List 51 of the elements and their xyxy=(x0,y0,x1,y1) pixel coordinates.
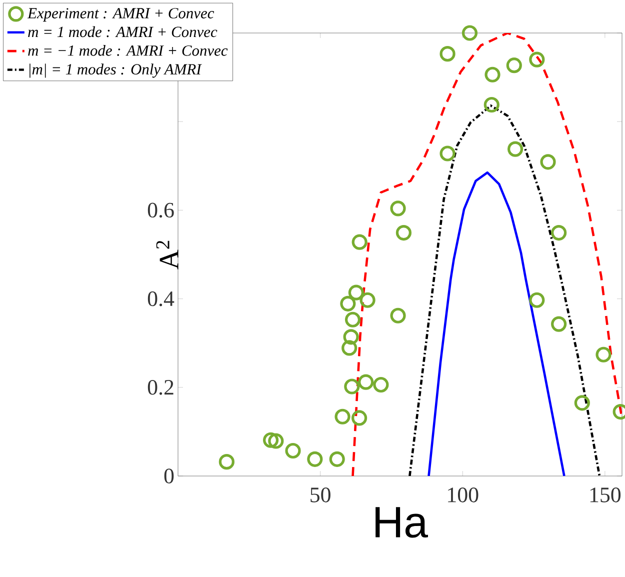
y-tick-label: 0.6 xyxy=(148,202,174,218)
point xyxy=(358,374,374,390)
point xyxy=(390,308,406,324)
y-axis-title: A$^{2}$ xyxy=(156,240,178,270)
point xyxy=(268,433,284,449)
point xyxy=(506,58,522,74)
legend-label: Experiment : AMRI + Convec xyxy=(27,8,214,22)
point xyxy=(218,454,234,470)
line-series xyxy=(428,171,566,476)
legend-label: m = −1 mode : AMRI + Convec xyxy=(28,44,228,56)
point xyxy=(390,200,406,216)
x-tick-label: 50 xyxy=(310,488,330,502)
point xyxy=(348,284,364,300)
point xyxy=(396,224,412,241)
point xyxy=(352,410,368,426)
x-axis-title: Ha xyxy=(376,507,428,538)
x-tick-label: 100 xyxy=(448,488,478,502)
point xyxy=(342,340,358,356)
point xyxy=(329,451,345,467)
point xyxy=(596,346,612,362)
point xyxy=(343,329,359,345)
point xyxy=(340,296,356,312)
point xyxy=(529,52,545,68)
point xyxy=(507,141,524,157)
point xyxy=(529,292,545,308)
point xyxy=(334,408,350,424)
point xyxy=(373,376,389,393)
y-tick-label: 0.4 xyxy=(148,291,174,306)
x-tick-label: 150 xyxy=(590,488,621,502)
point xyxy=(262,432,279,448)
y-tick-label: 0 xyxy=(164,468,174,484)
line-series xyxy=(408,104,601,476)
point xyxy=(551,224,567,241)
point xyxy=(551,316,567,332)
point xyxy=(344,378,360,394)
point xyxy=(540,154,556,170)
point xyxy=(344,312,361,328)
point xyxy=(462,25,478,41)
point xyxy=(440,46,456,62)
point xyxy=(484,66,500,82)
line-series xyxy=(352,32,622,476)
point xyxy=(352,234,368,250)
legend-label: m = 1 mode : AMRI + Convec xyxy=(28,26,218,38)
legend-label: |m| = 1 modes : Only AMRI xyxy=(30,64,202,78)
point xyxy=(285,442,301,459)
y-tick-label: 0.2 xyxy=(148,380,174,395)
point xyxy=(360,292,376,308)
point xyxy=(574,395,590,411)
point xyxy=(484,96,500,113)
point xyxy=(307,451,323,467)
point xyxy=(440,146,456,162)
